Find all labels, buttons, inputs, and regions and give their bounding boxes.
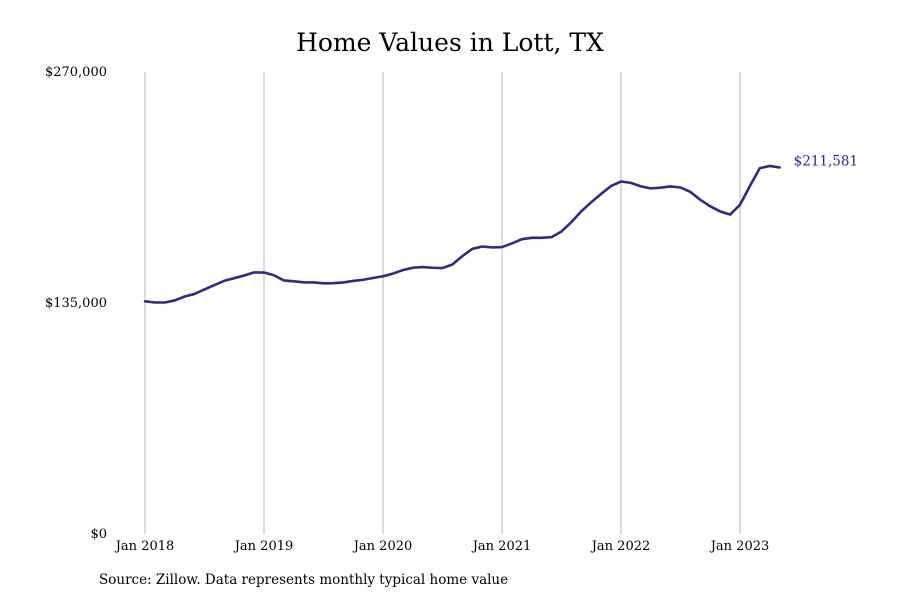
source-note: Source: Zillow. Data represents monthly … — [99, 572, 509, 588]
x-tick-label: Jan 2023 — [709, 539, 770, 554]
end-value-label: $211,581 — [794, 153, 858, 169]
x-tick-label: Jan 2019 — [233, 539, 294, 554]
y-tick-label: $135,000 — [45, 296, 107, 311]
x-tick-label: Jan 2021 — [471, 539, 532, 554]
x-tick-label: Jan 2022 — [590, 539, 651, 554]
series-line — [143, 164, 781, 304]
y-tick-label: $0 — [90, 527, 107, 542]
chart-title: Home Values in Lott, TX — [296, 28, 604, 57]
x-tick-label: Jan 2020 — [352, 539, 413, 554]
x-tick-label: Jan 2018 — [114, 539, 175, 554]
y-tick-label: $270,000 — [45, 65, 107, 80]
